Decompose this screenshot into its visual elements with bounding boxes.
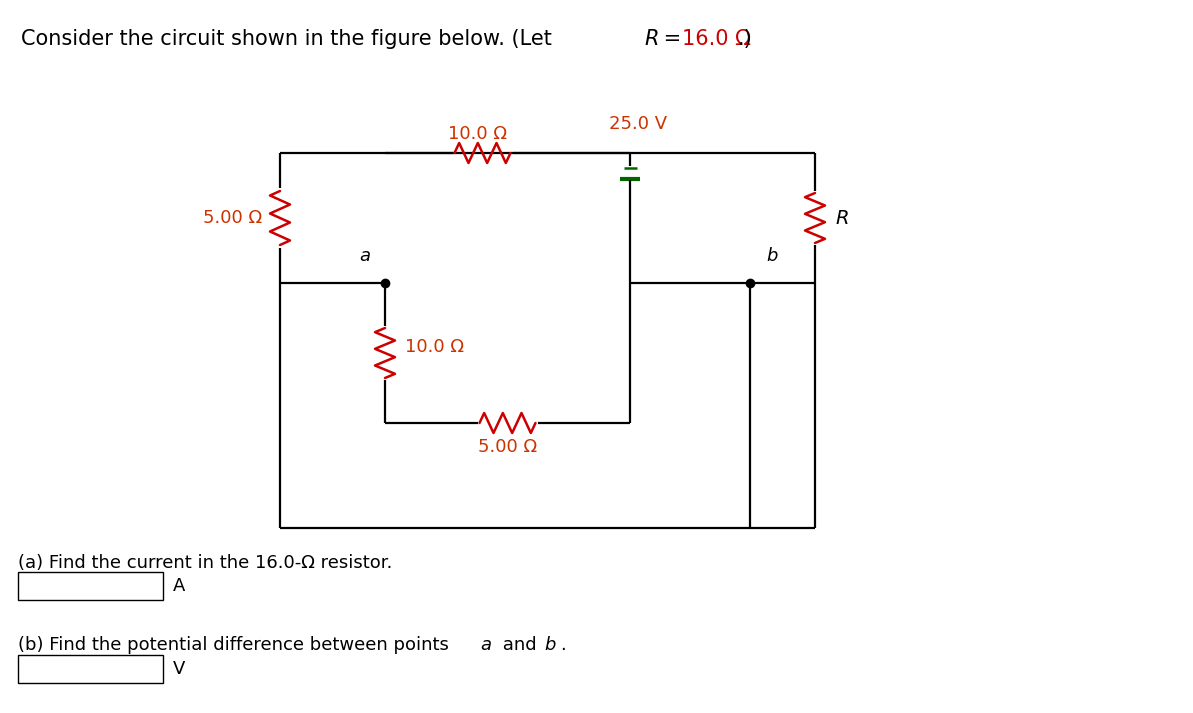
Text: 5.00 Ω: 5.00 Ω — [478, 438, 537, 456]
Text: a: a — [480, 636, 492, 654]
Text: 10.0 Ω: 10.0 Ω — [404, 338, 464, 356]
Text: .): .) — [737, 29, 752, 48]
Bar — [18, 572, 163, 600]
Text: and: and — [497, 636, 543, 654]
Text: (b) Find the potential difference between points: (b) Find the potential difference betwee… — [18, 636, 455, 654]
Text: 10.0 Ω: 10.0 Ω — [449, 125, 507, 143]
Text: R: R — [644, 29, 659, 48]
Text: 16.0 Ω: 16.0 Ω — [682, 29, 752, 48]
Text: 25.0 V: 25.0 V — [608, 115, 667, 133]
Text: R: R — [835, 208, 848, 227]
Text: Consider the circuit shown in the figure below. (Let: Consider the circuit shown in the figure… — [21, 29, 560, 48]
Text: b: b — [766, 247, 778, 265]
Text: b: b — [544, 636, 556, 654]
Text: A: A — [173, 577, 185, 595]
Text: =: = — [657, 29, 688, 48]
Text: V: V — [173, 660, 185, 678]
Text: .: . — [560, 636, 565, 654]
Bar — [18, 655, 163, 683]
Text: 5.00 Ω: 5.00 Ω — [203, 209, 262, 227]
Text: a: a — [359, 247, 371, 265]
Text: (a) Find the current in the 16.0-Ω resistor.: (a) Find the current in the 16.0-Ω resis… — [18, 554, 392, 572]
